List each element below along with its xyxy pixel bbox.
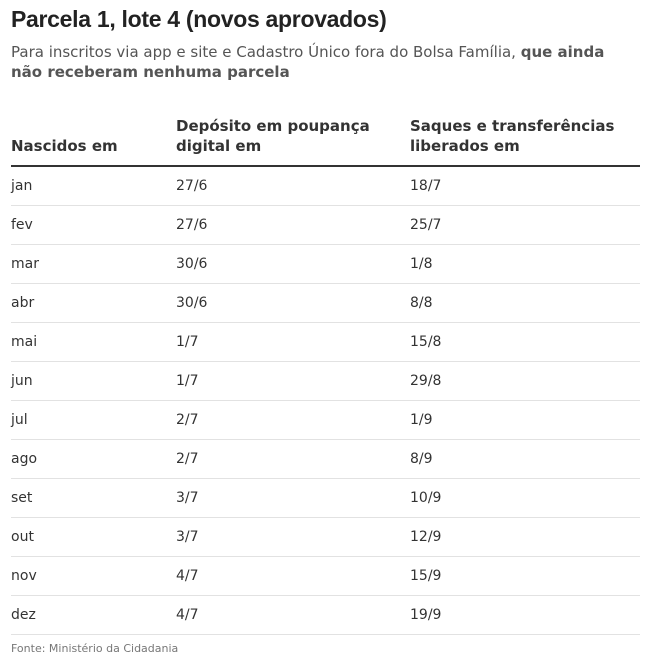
table-row: mai 1/7 15/8 [11, 323, 640, 362]
header-born-in: Nascidos em [11, 137, 118, 155]
schedule-table: Nascidos em Depósito em poupança digital… [11, 105, 640, 635]
cell-month: mai [11, 334, 38, 350]
cell-deposit: 2/7 [176, 412, 199, 428]
cell-deposit: 27/6 [176, 217, 208, 233]
cell-withdrawal: 18/7 [410, 178, 442, 194]
subtitle: Para inscritos via app e site e Cadastro… [11, 42, 611, 82]
cell-month: ago [11, 451, 38, 467]
table-row: jun 1/7 29/8 [11, 362, 640, 401]
header-deposit-date: Depósito em poupança digital em [176, 117, 370, 155]
subtitle-text: Para inscritos via app e site e Cadastro… [11, 43, 521, 61]
cell-withdrawal: 15/8 [410, 334, 442, 350]
table-row: set 3/7 10/9 [11, 479, 640, 518]
cell-withdrawal: 12/9 [410, 529, 442, 545]
table-header: Nascidos em Depósito em poupança digital… [11, 105, 640, 167]
table-row: out 3/7 12/9 [11, 518, 640, 557]
cell-deposit: 2/7 [176, 451, 199, 467]
cell-deposit: 4/7 [176, 568, 199, 584]
page-title: Parcela 1, lote 4 (novos aprovados) [11, 6, 387, 32]
cell-withdrawal: 25/7 [410, 217, 442, 233]
table-row: dez 4/7 19/9 [11, 596, 640, 635]
cell-month: dez [11, 607, 36, 623]
table-row: nov 4/7 15/9 [11, 557, 640, 596]
table-row: jan 27/6 18/7 [11, 167, 640, 206]
cell-month: set [11, 490, 33, 506]
cell-deposit: 30/6 [176, 256, 208, 272]
cell-deposit: 4/7 [176, 607, 199, 623]
cell-month: fev [11, 217, 33, 233]
cell-deposit: 30/6 [176, 295, 208, 311]
cell-withdrawal: 10/9 [410, 490, 442, 506]
cell-withdrawal: 19/9 [410, 607, 442, 623]
cell-withdrawal: 1/9 [410, 412, 433, 428]
cell-withdrawal: 1/8 [410, 256, 433, 272]
cell-month: jun [11, 373, 33, 389]
table-row: mar 30/6 1/8 [11, 245, 640, 284]
cell-month: jan [11, 178, 33, 194]
cell-month: jul [11, 412, 28, 428]
page: Parcela 1, lote 4 (novos aprovados) Para… [11, 0, 640, 655]
table-row: ago 2/7 8/9 [11, 440, 640, 479]
cell-deposit: 3/7 [176, 529, 199, 545]
source-note: Fonte: Ministério da Cidadania [11, 642, 179, 655]
cell-month: nov [11, 568, 37, 584]
cell-month: mar [11, 256, 39, 272]
cell-month: out [11, 529, 34, 545]
cell-withdrawal: 8/9 [410, 451, 433, 467]
cell-withdrawal: 29/8 [410, 373, 442, 389]
cell-deposit: 1/7 [176, 334, 199, 350]
cell-withdrawal: 8/8 [410, 295, 433, 311]
table-row: fev 27/6 25/7 [11, 206, 640, 245]
cell-deposit: 27/6 [176, 178, 208, 194]
cell-deposit: 1/7 [176, 373, 199, 389]
cell-month: abr [11, 295, 35, 311]
table-row: abr 30/6 8/8 [11, 284, 640, 323]
cell-withdrawal: 15/9 [410, 568, 442, 584]
header-withdrawal-date: Saques e transferências liberados em [410, 117, 615, 155]
table-body: jan 27/6 18/7 fev 27/6 25/7 mar 30/6 1/8… [11, 167, 640, 635]
table-row: jul 2/7 1/9 [11, 401, 640, 440]
cell-deposit: 3/7 [176, 490, 199, 506]
subtitle-emphasis: que ainda não receberam nenhuma parcela [11, 43, 605, 81]
